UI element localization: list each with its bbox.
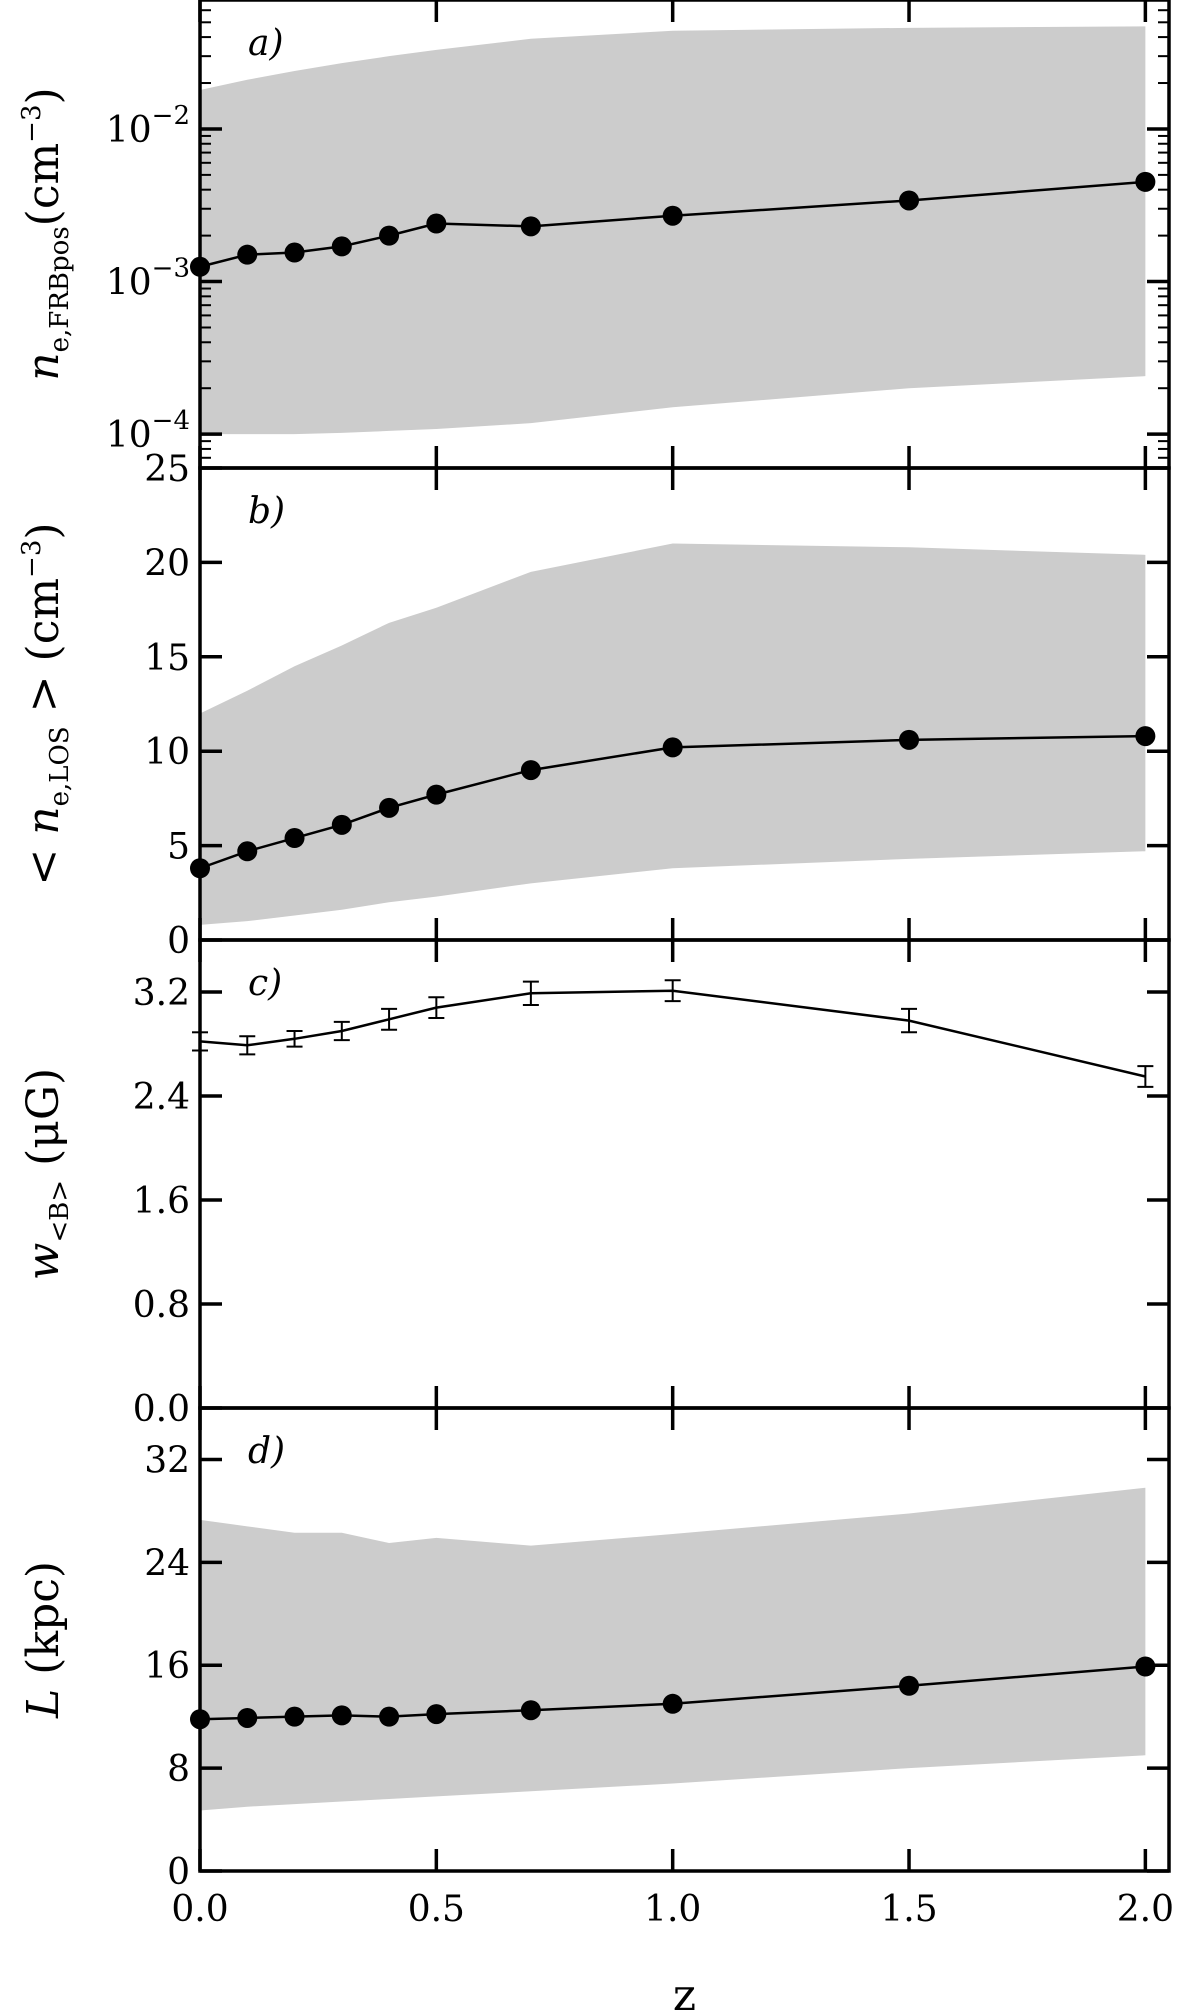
x-tick-label: 0.0 <box>171 1889 228 1930</box>
y-label-symbol: L <box>18 1689 69 1719</box>
data-point <box>237 244 258 265</box>
y-tick-label: 32 <box>144 1440 190 1481</box>
tick-base: 10 <box>106 263 152 304</box>
y-label-unit: (μG) <box>18 1068 69 1180</box>
data-point <box>899 190 920 211</box>
tick-base: 10 <box>106 415 152 456</box>
y-tick-label: 24 <box>144 1543 190 1584</box>
y-label-symbol: w <box>18 1243 69 1281</box>
y-label-exponent: −3 <box>17 540 47 578</box>
confidence-band <box>200 1487 1146 1811</box>
data-point <box>520 216 541 237</box>
data-point <box>237 1707 258 1728</box>
data-point <box>662 737 683 758</box>
y-tick-label: 20 <box>144 543 190 584</box>
x-tick-label: 1.5 <box>880 1889 937 1930</box>
y-axis-label: L (kpc) <box>18 1561 69 1719</box>
y-label-unit: (cm <box>18 143 69 227</box>
y-label-unit: (kpc) <box>18 1561 69 1689</box>
tick-exponent: −2 <box>152 101 190 131</box>
data-point <box>520 1700 541 1721</box>
data-point <box>1135 171 1156 192</box>
series-line <box>199 180 1146 268</box>
data-point <box>379 225 400 246</box>
panel-label: b) <box>248 491 285 532</box>
y-axis-label: w<B> (μG) <box>18 1068 75 1280</box>
y-tick-label: 2.4 <box>133 1077 190 1118</box>
panel-b: 0 5 10 15 20 25 b) < ne,LOS > (cm−3) <box>17 449 1171 962</box>
data-point <box>237 841 258 862</box>
y-label-unit: > (cm <box>18 578 69 726</box>
y-label-close: ) <box>18 87 69 104</box>
y-tick-label: 3.2 <box>133 973 190 1014</box>
tick-exponent: −3 <box>152 254 190 284</box>
y-tick-label: 10−4 <box>106 406 190 456</box>
data-point <box>662 1693 683 1714</box>
data-point <box>379 1706 400 1727</box>
x-tick-label: 2.0 <box>1117 1889 1174 1930</box>
data-point <box>520 760 541 781</box>
y-tick-label: 5 <box>167 827 190 868</box>
y-label-symbol: < n <box>18 806 69 885</box>
data-point <box>1135 1656 1156 1677</box>
tick-exponent: −4 <box>152 406 190 436</box>
data-point <box>899 1675 920 1696</box>
panel-c: 0.0 0.8 1.6 2.4 3.2 c) w<B> (μG) <box>18 938 1171 1430</box>
y-axis-label: < ne,LOS > (cm−3) <box>17 522 75 885</box>
y-tick-label: 10−3 <box>106 254 190 304</box>
y-tick-label: 15 <box>144 638 190 679</box>
y-tick-label: 0.8 <box>133 1285 190 1326</box>
data-point <box>284 828 305 849</box>
data-point <box>331 814 352 835</box>
y-tick-label: 10 <box>144 732 190 773</box>
panel-d: 0 8 16 24 32 d) L (kpc) 0.0 0.5 1.0 1.5 2.0 z <box>18 1406 1174 2013</box>
series-line <box>199 1665 1146 1721</box>
data-point <box>331 236 352 257</box>
x-tick-label: 0.5 <box>408 1889 465 1930</box>
data-point <box>379 797 400 818</box>
y-tick-label: 16 <box>144 1646 190 1687</box>
y-label-exponent: −3 <box>17 104 47 142</box>
y-tick-label: 0.0 <box>133 1389 190 1430</box>
tick-base: 10 <box>106 110 152 151</box>
data-point <box>284 1706 305 1727</box>
y-label-subscript: e,LOS <box>45 726 75 806</box>
x-axis-label: z <box>673 1970 696 2013</box>
data-point <box>426 784 447 805</box>
panel-a: 10−410−310−2a)ne,FRBpos(cm−3) <box>17 0 1171 470</box>
y-label-symbol: n <box>18 352 69 380</box>
confidence-band <box>200 26 1146 435</box>
y-tick-label: 1.6 <box>133 1181 190 1222</box>
x-tick-label: 1.0 <box>644 1889 701 1930</box>
confidence-band <box>200 543 1146 925</box>
panel-frame <box>198 1406 1171 1873</box>
data-point <box>662 205 683 226</box>
panel-label: a) <box>248 23 284 64</box>
data-point <box>331 1705 352 1726</box>
series-line <box>199 989 1146 1078</box>
y-tick-label: 25 <box>144 449 190 490</box>
series-line <box>199 734 1146 870</box>
y-axis-label: ne,FRBpos(cm−3) <box>17 87 75 380</box>
y-tick-label: 0 <box>167 921 190 962</box>
y-tick-label: 0 <box>167 1852 190 1893</box>
data-point <box>284 242 305 263</box>
y-tick-label: 8 <box>167 1749 190 1790</box>
panel-frame <box>198 938 1171 1410</box>
y-label-subscript: <B> <box>45 1180 75 1243</box>
panel-label: c) <box>248 963 282 1004</box>
y-tick-label: 10−2 <box>106 101 190 151</box>
y-label-subscript: e,FRBpos <box>45 226 75 352</box>
y-label-close: ) <box>18 522 69 539</box>
data-point <box>426 213 447 234</box>
data-point <box>1135 726 1156 747</box>
data-point <box>899 729 920 750</box>
data-point <box>426 1704 447 1725</box>
panel-label: d) <box>248 1431 285 1472</box>
